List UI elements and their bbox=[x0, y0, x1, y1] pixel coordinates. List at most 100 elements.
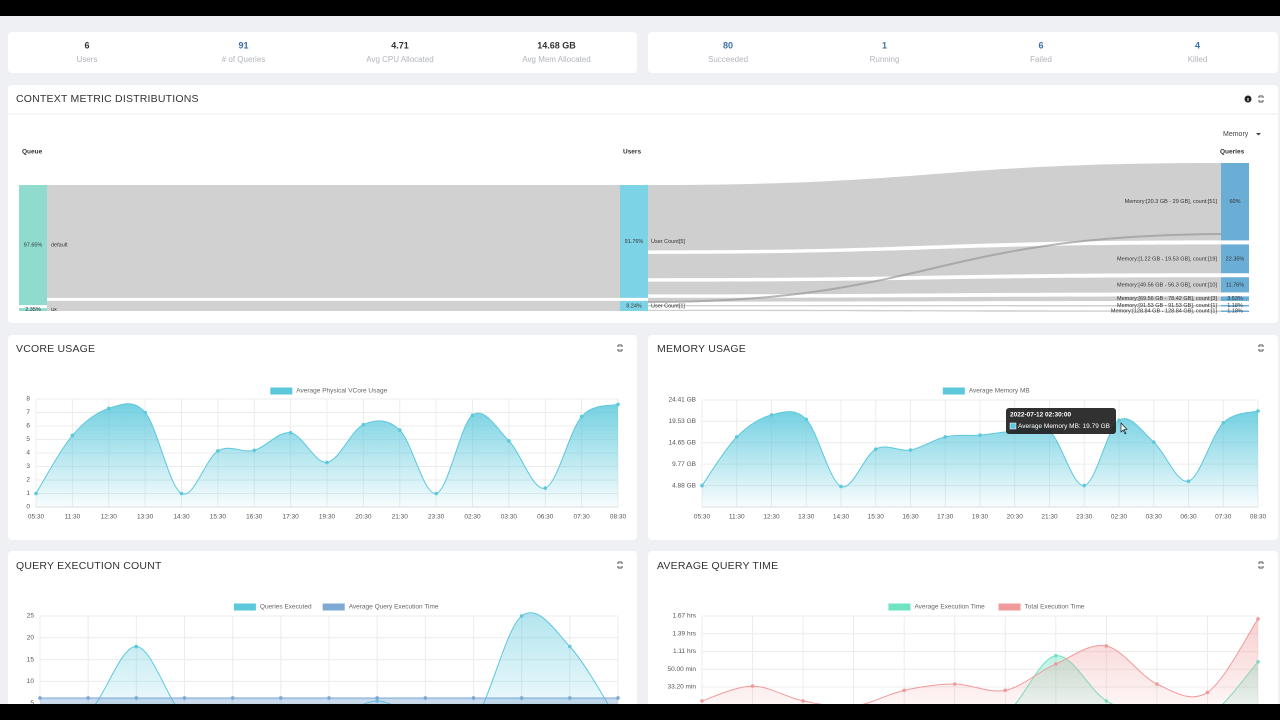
memory-chart: 4.88 GB 9.77 GB 14.65 GB 19.53 GB 24.41 GB 05… bbox=[669, 387, 1267, 521]
point bbox=[279, 696, 283, 700]
y-tick-label: 4 bbox=[26, 450, 30, 457]
area bbox=[36, 403, 618, 507]
y-tick-label: 24.41 GB bbox=[669, 397, 696, 404]
collapse-icon[interactable] bbox=[617, 561, 623, 569]
y-tick-label: 19.53 GB bbox=[669, 418, 696, 425]
column-label: Users bbox=[623, 149, 641, 156]
y-tick-label: 6 bbox=[26, 423, 30, 430]
x-tick-label: 23:30 bbox=[1076, 514, 1093, 521]
y-tick-label: 9.77 GB bbox=[672, 461, 696, 468]
dropdown[interactable]: Memory bbox=[1223, 131, 1249, 138]
node-label: Memory:[49.56 GB - 56.3 GB], count:[10] bbox=[1117, 282, 1217, 288]
line bbox=[35, 403, 619, 495]
legend-swatch bbox=[270, 387, 293, 395]
y-tick-label: 33.20 min bbox=[667, 684, 696, 691]
sankey-node bbox=[1221, 310, 1249, 312]
x-tick-label: 05:30 bbox=[694, 514, 711, 521]
x-tick-label: 05:30 bbox=[28, 514, 45, 521]
y-tick-label: 0 bbox=[26, 504, 30, 511]
x-tick-label: 07:30 bbox=[573, 514, 590, 521]
y-tick-label: 25 bbox=[27, 613, 35, 620]
point bbox=[216, 449, 220, 453]
x-tick-label: 02:30 bbox=[1111, 514, 1128, 521]
point bbox=[700, 483, 704, 488]
point bbox=[1186, 479, 1191, 483]
point bbox=[106, 406, 111, 411]
legend-swatch bbox=[888, 603, 911, 611]
collapse-icon[interactable] bbox=[617, 344, 623, 352]
x-tick-label: 23:30 bbox=[428, 514, 445, 521]
x-tick-label: 13:30 bbox=[798, 514, 815, 521]
sankey-node bbox=[1221, 277, 1249, 293]
legend-swatch bbox=[322, 603, 345, 611]
point bbox=[943, 435, 948, 439]
node-percent: 60% bbox=[1229, 199, 1240, 205]
point bbox=[734, 435, 739, 439]
node-label: Memory:[91.53 GB - 91.53 GB], count:[1] bbox=[1117, 303, 1217, 309]
point bbox=[375, 696, 379, 700]
y-tick-label: 5 bbox=[30, 700, 34, 707]
y-tick-label: 15 bbox=[27, 656, 35, 663]
query-count-chart: 5 10 15 20 25 Queries Executed Average Query E… bbox=[27, 603, 620, 707]
node-label: Memory:[1.22 GB - 19.53 GB], count:[19] bbox=[1117, 256, 1217, 262]
point bbox=[507, 439, 511, 443]
sankey-flow bbox=[648, 244, 1221, 279]
collapse-icon[interactable] bbox=[1258, 561, 1264, 569]
tooltip-box bbox=[1006, 408, 1116, 434]
stat-label: Avg CPU Allocated bbox=[366, 55, 433, 64]
cursor bbox=[1120, 422, 1128, 435]
stat-value: 6 bbox=[84, 40, 89, 50]
collapse-icon[interactable] bbox=[1258, 344, 1264, 352]
x-tick-label: 13:30 bbox=[137, 514, 154, 521]
node-percent: 8.24% bbox=[626, 303, 642, 309]
x-tick-label: 11:30 bbox=[729, 514, 745, 521]
point bbox=[1151, 440, 1156, 444]
y-tick-label: 1.39 hrs bbox=[673, 630, 697, 637]
sankey-flow bbox=[648, 277, 1221, 295]
node-percent: 3.53% bbox=[1227, 296, 1243, 302]
point bbox=[230, 696, 235, 700]
sankey-flow-highlight bbox=[647, 233, 1222, 303]
sankey-node bbox=[620, 185, 648, 298]
collapse-icon[interactable] bbox=[1258, 95, 1264, 103]
node-percent: 2.35% bbox=[25, 307, 41, 313]
point bbox=[769, 413, 774, 417]
y-tick-label: 8 bbox=[26, 396, 30, 403]
point bbox=[519, 614, 524, 618]
stat-value: 1 bbox=[882, 40, 887, 50]
legend-label: Queries Executed bbox=[260, 604, 312, 611]
legend-label: Average Execution Time bbox=[914, 604, 985, 611]
node-label: Memory:[69.56 GB - 78.42 GB], count:[3] bbox=[1117, 296, 1217, 302]
x-tick-label: 03:30 bbox=[1146, 514, 1163, 521]
point bbox=[86, 696, 90, 700]
y-tick-label: 4.88 GB bbox=[672, 482, 696, 489]
sankey: 97.65% default 2.35% ux 91.76% User Count[5] 8… bbox=[19, 163, 1249, 315]
area bbox=[702, 618, 1258, 704]
y-tick-label: 14.65 GB bbox=[669, 440, 696, 447]
point bbox=[978, 433, 982, 437]
y-tick-label: 3 bbox=[26, 463, 30, 470]
tooltip: 2022-07-12 02:30:00 Average Memory MB: 1… bbox=[1006, 408, 1116, 434]
point bbox=[519, 696, 524, 700]
x-tick-label: 07:30 bbox=[1215, 514, 1232, 521]
stat-label: Succeeded bbox=[708, 55, 748, 64]
y-tick-label: 20 bbox=[27, 635, 35, 642]
point bbox=[70, 433, 75, 438]
point bbox=[568, 696, 572, 700]
node-label: User Count[5] bbox=[651, 239, 685, 245]
node-label: Memory:[20.3 GB - 29 GB], count:[51] bbox=[1125, 199, 1218, 205]
top-bar bbox=[0, 0, 1280, 16]
point bbox=[1256, 409, 1260, 413]
point bbox=[839, 484, 843, 489]
point bbox=[1082, 483, 1087, 488]
x-tick-label: 16:30 bbox=[246, 514, 263, 521]
point bbox=[952, 682, 957, 686]
legend-label: Total Execution Time bbox=[1025, 604, 1085, 611]
point bbox=[134, 644, 139, 649]
card-title: CONTEXT METRIC DISTRIBUTIONS bbox=[16, 93, 199, 105]
point bbox=[1003, 688, 1008, 693]
node-percent: 97.65% bbox=[24, 243, 43, 249]
point bbox=[873, 447, 878, 451]
legend-swatch bbox=[998, 603, 1021, 611]
